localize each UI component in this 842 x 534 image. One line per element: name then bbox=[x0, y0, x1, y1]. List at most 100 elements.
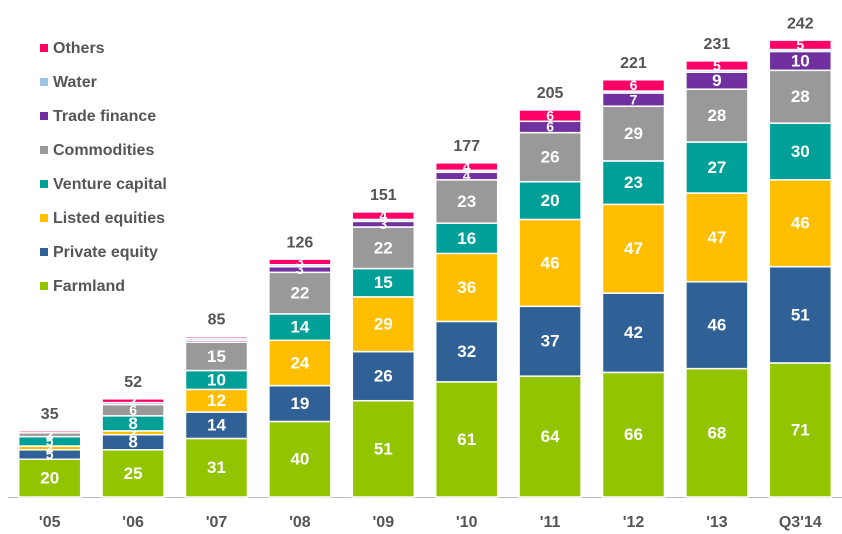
bar-segment bbox=[101, 449, 165, 498]
bar-segment bbox=[685, 281, 749, 370]
bar-segment bbox=[434, 320, 499, 383]
data-label: 2 bbox=[46, 426, 54, 442]
data-label: 16 bbox=[457, 229, 476, 248]
data-label: 2 bbox=[129, 392, 137, 408]
bar-segment bbox=[518, 131, 582, 183]
bar-segment bbox=[434, 222, 499, 255]
data-label: 22 bbox=[290, 284, 309, 303]
data-label: 7 bbox=[630, 91, 638, 107]
data-label: 36 bbox=[457, 278, 476, 297]
data-label: 64 bbox=[541, 427, 560, 446]
data-label: 5 bbox=[796, 37, 804, 53]
x-tick-label: '10 bbox=[456, 514, 478, 531]
total-label: 221 bbox=[620, 55, 647, 72]
data-label: 37 bbox=[541, 332, 560, 351]
data-label: 28 bbox=[791, 87, 810, 106]
bar-segment bbox=[601, 160, 666, 206]
legend-label: Venture capital bbox=[53, 176, 167, 193]
data-label: 68 bbox=[707, 423, 726, 442]
data-label: 5 bbox=[46, 433, 54, 449]
data-label: 6 bbox=[129, 402, 137, 418]
data-label: 24 bbox=[290, 353, 309, 372]
data-label: 3 bbox=[296, 254, 304, 270]
data-label: 3 bbox=[296, 261, 304, 277]
legend-label: Listed equities bbox=[53, 210, 165, 227]
bar-segment bbox=[518, 109, 582, 123]
bar-segment bbox=[101, 398, 165, 404]
data-label: 46 bbox=[791, 214, 810, 233]
data-label: 22 bbox=[374, 238, 393, 257]
data-label: 8 bbox=[128, 414, 137, 433]
bar-segment bbox=[685, 88, 749, 143]
data-label: 20 bbox=[40, 469, 59, 488]
bar-segment bbox=[184, 335, 249, 340]
data-label: 66 bbox=[624, 425, 643, 444]
bar-segment bbox=[434, 162, 499, 172]
data-label: 29 bbox=[624, 124, 643, 143]
data-label: 61 bbox=[457, 430, 476, 449]
total-label: 205 bbox=[537, 85, 564, 102]
bar-segment bbox=[268, 384, 332, 423]
bar-segment bbox=[768, 179, 833, 268]
data-label: 4 bbox=[379, 207, 387, 223]
x-tick-label: Q3'14 bbox=[779, 514, 822, 531]
data-label: 10 bbox=[791, 51, 810, 70]
data-label: 46 bbox=[707, 316, 726, 335]
total-label: 85 bbox=[208, 312, 226, 329]
data-label: 30 bbox=[791, 142, 810, 161]
bar-segment bbox=[351, 399, 416, 498]
data-label: 47 bbox=[707, 228, 726, 247]
data-label: 2 bbox=[129, 425, 137, 441]
data-label: 8 bbox=[128, 433, 137, 452]
x-tick-label: '13 bbox=[706, 514, 728, 531]
data-label: 10 bbox=[207, 370, 226, 389]
bar-segment bbox=[768, 69, 833, 124]
data-label: 42 bbox=[624, 323, 643, 342]
bar-segment bbox=[768, 122, 833, 181]
bar-segment bbox=[685, 60, 749, 72]
total-label: 242 bbox=[787, 15, 814, 32]
x-tick-label: '06 bbox=[122, 514, 144, 531]
x-tick-label: '12 bbox=[623, 514, 645, 531]
bar-segment bbox=[351, 296, 416, 353]
data-label: 14 bbox=[207, 416, 226, 435]
data-label: 71 bbox=[791, 420, 810, 439]
bar-segment bbox=[518, 180, 582, 221]
bar-segment bbox=[434, 381, 499, 498]
data-label: 5 bbox=[46, 446, 54, 462]
bar-segment bbox=[601, 203, 666, 294]
bar-segment bbox=[268, 258, 332, 266]
total-label: 35 bbox=[41, 406, 59, 423]
legend-label: Farmland bbox=[53, 278, 125, 295]
bar-segment bbox=[601, 292, 666, 374]
data-label: 6 bbox=[546, 107, 554, 123]
legend-swatch bbox=[40, 112, 48, 120]
data-label: 26 bbox=[374, 367, 393, 386]
data-label: 15 bbox=[374, 273, 393, 292]
legend-swatch bbox=[40, 78, 48, 86]
bar-segment bbox=[518, 305, 582, 377]
data-label: 51 bbox=[791, 305, 810, 324]
total-label: 126 bbox=[287, 234, 314, 251]
bar-segment bbox=[17, 458, 82, 498]
legend-swatch bbox=[40, 146, 48, 154]
x-tick-label: '11 bbox=[540, 514, 561, 531]
data-label: 15 bbox=[207, 347, 226, 366]
data-label: 6 bbox=[546, 119, 554, 135]
legend-label: Commodities bbox=[53, 142, 154, 159]
data-label: 51 bbox=[374, 439, 393, 458]
legend-swatch bbox=[40, 282, 48, 290]
data-label: 46 bbox=[541, 253, 560, 272]
data-label: 25 bbox=[124, 464, 143, 483]
legend-label: Others bbox=[53, 40, 105, 57]
data-label: 20 bbox=[541, 191, 560, 210]
data-label: 23 bbox=[457, 192, 476, 211]
bar-segment bbox=[268, 339, 332, 387]
bar-segment bbox=[601, 105, 666, 162]
legend-label: Water bbox=[53, 74, 97, 91]
bar-segment bbox=[434, 252, 499, 323]
data-label: 23 bbox=[624, 173, 643, 192]
data-label: 26 bbox=[541, 148, 560, 167]
x-tick-label: '07 bbox=[206, 514, 228, 531]
bar-segment bbox=[268, 313, 332, 342]
